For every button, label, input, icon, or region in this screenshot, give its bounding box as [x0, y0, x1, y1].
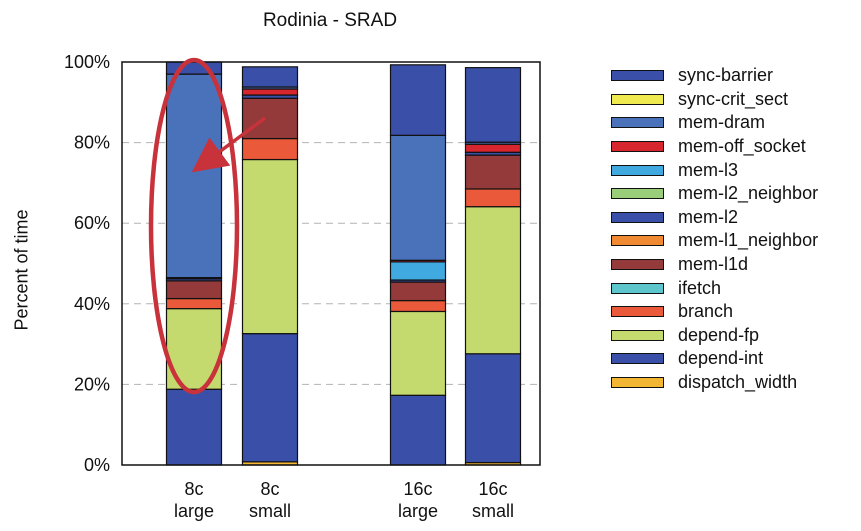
x-tick-label: small	[249, 501, 291, 521]
legend-item: mem-l2_neighbor	[611, 182, 818, 206]
x-tick-label: large	[398, 501, 438, 521]
legend-item: ifetch	[611, 276, 818, 300]
legend-swatch	[611, 306, 664, 318]
legend-label: sync-crit_sect	[678, 88, 789, 109]
legend-swatch	[611, 377, 664, 389]
legend-item: branch	[611, 300, 818, 324]
bar-segment	[464, 188, 522, 208]
legend-label: mem-off_socket	[678, 136, 806, 157]
x-tick-label: 8c	[260, 479, 279, 499]
y-tick-label: 80%	[74, 133, 110, 153]
legend-swatch	[611, 235, 664, 247]
legend-label: mem-l1_neighbor	[678, 230, 819, 251]
legend-swatch	[611, 259, 664, 271]
legend: sync-barrier sync-crit_sect mem-dram mem…	[611, 64, 818, 394]
bar-segment	[464, 206, 522, 355]
bar-stack	[165, 61, 223, 466]
legend-swatch	[611, 329, 664, 341]
bar-segment	[464, 143, 522, 153]
legend-item: sync-barrier	[611, 64, 818, 88]
chart-title: Rodinia - SRAD	[262, 10, 398, 31]
legend-swatch	[611, 353, 664, 365]
legend-item: mem-l3	[611, 158, 818, 182]
x-tick-label: large	[174, 501, 214, 521]
x-tick-label: 8c	[184, 479, 203, 499]
bar-segment	[241, 158, 299, 335]
legend-item: mem-l1d	[611, 253, 818, 277]
x-tick-label: 16c	[478, 479, 507, 499]
bar-segment	[389, 394, 447, 466]
legend-item: mem-dram	[611, 111, 818, 135]
legend-swatch	[611, 188, 664, 200]
legend-swatch	[611, 93, 664, 105]
legend-swatch	[611, 70, 664, 82]
bar-segment	[165, 73, 223, 279]
annotation-arrow	[191, 116, 267, 173]
bar-segment	[165, 297, 223, 310]
bar-segment	[389, 134, 447, 261]
bar-stack	[464, 67, 522, 466]
bar-segment	[389, 64, 447, 136]
y-tick-label: 20%	[74, 374, 110, 394]
legend-item: mem-off_socket	[611, 135, 818, 159]
bar-segment	[241, 88, 299, 96]
bar-segment	[241, 137, 299, 161]
legend-label: ifetch	[678, 277, 722, 298]
legend-swatch	[611, 282, 664, 294]
bar-segment	[241, 66, 299, 88]
bar-segment	[464, 154, 522, 190]
bar-segment	[241, 333, 299, 463]
bar-segment	[389, 310, 447, 396]
legend-item: sync-crit_sect	[611, 88, 818, 112]
legend-item: mem-l1_neighbor	[611, 229, 818, 253]
legend-item: depend-int	[611, 347, 818, 371]
y-tick-label: 0%	[84, 455, 110, 475]
legend-swatch	[611, 141, 664, 153]
x-tick-label: 16c	[403, 479, 432, 499]
legend-swatch	[611, 164, 664, 176]
bar-segment	[389, 281, 447, 302]
bar-segment	[165, 388, 223, 466]
legend-item: dispatch_width	[611, 371, 818, 395]
legend-label: mem-l2	[678, 206, 739, 227]
bar-segment	[389, 261, 447, 281]
legend-label: mem-l3	[678, 159, 739, 180]
y-tick-label: 100%	[64, 52, 110, 72]
legend-swatch	[611, 211, 664, 223]
legend-swatch	[611, 117, 664, 129]
legend-item: mem-l2	[611, 206, 818, 230]
legend-label: depend-fp	[678, 324, 760, 345]
y-tick-label: 60%	[74, 213, 110, 233]
stacked-bar-chart: 0%20%40%60%80%100%8clarge8csmall16clarge…	[64, 52, 541, 521]
bar-stack	[389, 64, 447, 466]
legend-label: depend-int	[678, 348, 764, 369]
legend-label: mem-dram	[678, 112, 766, 133]
legend-label: mem-l2_neighbor	[678, 183, 819, 204]
legend-label: mem-l1d	[678, 254, 749, 275]
legend-item: depend-fp	[611, 324, 818, 348]
highlight-ellipse	[148, 57, 240, 395]
bar-segment	[241, 97, 299, 140]
y-tick-label: 40%	[74, 294, 110, 314]
bar-stack	[241, 66, 299, 466]
bar-segment	[165, 280, 223, 300]
bar-segment	[464, 67, 522, 143]
x-tick-label: small	[472, 501, 514, 521]
bar-segment	[389, 299, 447, 313]
legend-label: branch	[678, 301, 734, 322]
legend-label: sync-barrier	[678, 65, 774, 86]
legend-label: dispatch_width	[678, 372, 798, 393]
bar-segment	[165, 61, 223, 75]
plot-frame	[121, 61, 541, 466]
bar-segment	[464, 353, 522, 464]
